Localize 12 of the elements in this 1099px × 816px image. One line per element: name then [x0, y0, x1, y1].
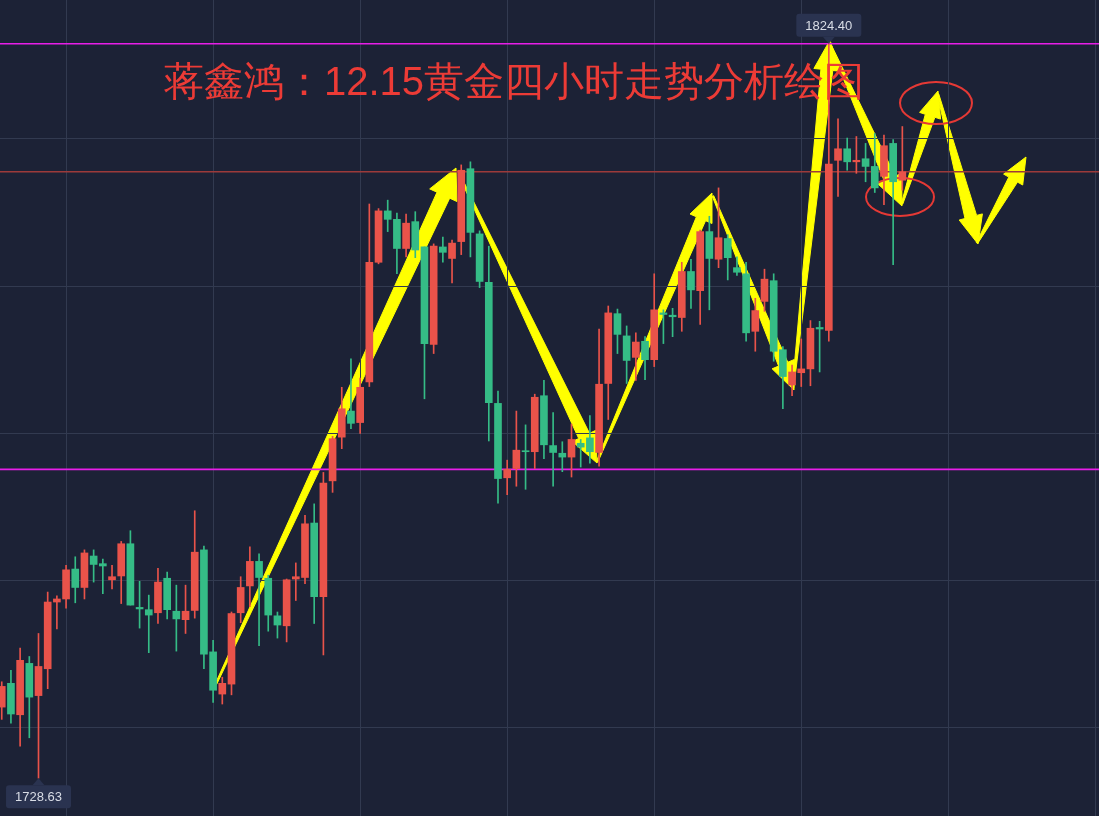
- candlestick: [99, 558, 107, 594]
- candlestick: [255, 553, 263, 647]
- candlestick: [503, 459, 512, 495]
- candlestick: [439, 236, 447, 263]
- candlestick: [144, 594, 153, 653]
- annotation: 1728.63: [15, 789, 62, 805]
- candlestick: [549, 412, 557, 487]
- candlestick: [558, 441, 567, 472]
- candlestick: [108, 564, 116, 590]
- annotation: 1824.40: [805, 17, 853, 33]
- candlestick: [347, 358, 355, 430]
- candlestick: [834, 118, 842, 197]
